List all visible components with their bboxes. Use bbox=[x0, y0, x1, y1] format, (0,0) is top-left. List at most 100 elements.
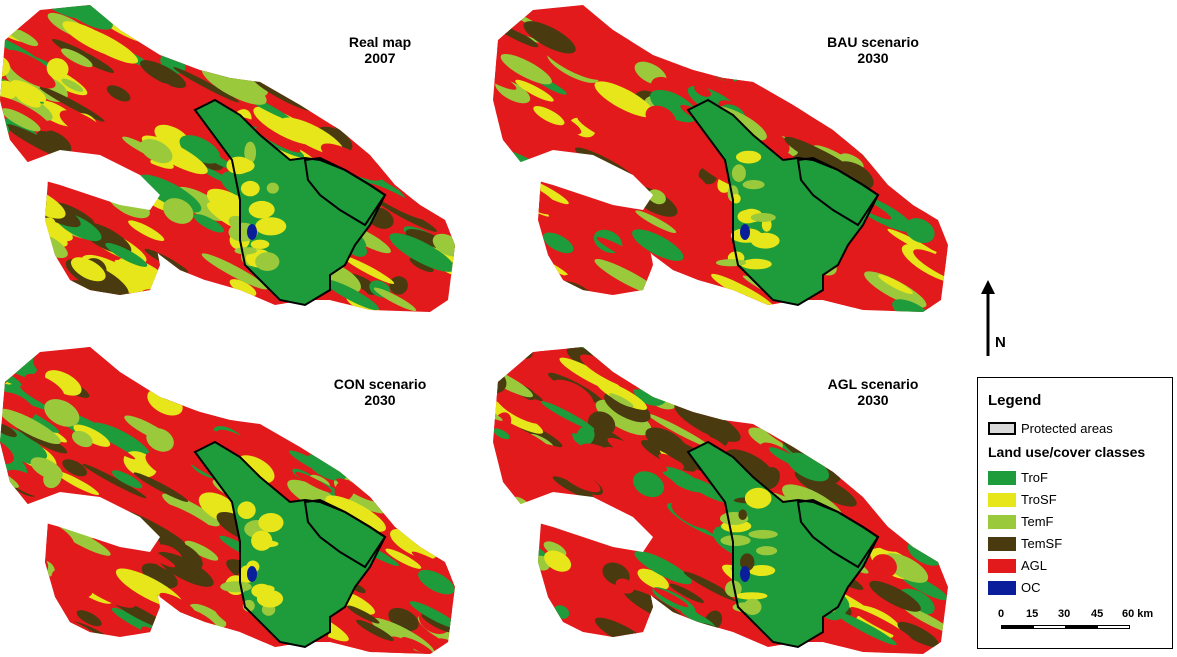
land-cover-patch bbox=[672, 298, 724, 312]
scale-tick: 60 km bbox=[1122, 608, 1154, 620]
land-cover-patch bbox=[357, 636, 379, 653]
land-cover-patch bbox=[562, 262, 595, 283]
land-cover-patch bbox=[162, 493, 220, 527]
no-data-area bbox=[20, 150, 160, 210]
land-cover-patch bbox=[493, 513, 510, 540]
land-cover-patch bbox=[71, 430, 93, 448]
land-cover-patch bbox=[219, 380, 273, 413]
land-cover-patch bbox=[398, 112, 455, 152]
no-data-area bbox=[513, 492, 653, 552]
land-cover-patch bbox=[663, 528, 715, 563]
land-cover-patch bbox=[245, 5, 281, 20]
land-cover-patch bbox=[653, 587, 689, 608]
land-cover-patch bbox=[765, 8, 796, 33]
land-cover-patch bbox=[934, 436, 948, 455]
land-cover-patch bbox=[651, 285, 678, 304]
land-cover-patch bbox=[422, 438, 455, 459]
land-cover-patch bbox=[400, 457, 434, 484]
land-cover-patch bbox=[175, 5, 213, 26]
land-cover-patch bbox=[865, 485, 898, 504]
land-cover-patch bbox=[791, 347, 850, 358]
land-cover-patch bbox=[363, 109, 382, 131]
water-body bbox=[247, 224, 257, 240]
land-cover-patch bbox=[692, 232, 735, 258]
land-cover-patch bbox=[165, 18, 203, 41]
land-cover-patch bbox=[493, 288, 551, 312]
protected-area-patch bbox=[251, 530, 273, 551]
no-data-area bbox=[513, 150, 653, 210]
land-cover-patch bbox=[314, 430, 336, 453]
land-cover-patch bbox=[565, 451, 627, 488]
protected-area-boundary bbox=[193, 98, 387, 307]
land-cover-patch bbox=[500, 53, 552, 85]
land-cover-patch bbox=[0, 347, 19, 352]
land-cover-patch bbox=[112, 347, 155, 362]
land-cover-patch bbox=[634, 550, 692, 585]
land-cover-patch bbox=[36, 299, 56, 312]
land-cover-patch bbox=[615, 578, 635, 594]
legend-swatch bbox=[988, 559, 1016, 573]
protected-area-patch bbox=[740, 258, 772, 270]
land-cover-patch bbox=[745, 357, 793, 384]
land-cover-patch bbox=[756, 5, 813, 23]
land-cover-patch bbox=[156, 82, 175, 98]
land-cover-patch bbox=[9, 59, 56, 89]
land-cover-patch bbox=[576, 20, 611, 41]
land-cover-patch bbox=[544, 550, 572, 572]
land-cover-patch bbox=[607, 437, 668, 472]
land-cover-patch bbox=[0, 561, 18, 587]
land-cover-patch bbox=[897, 621, 939, 647]
land-cover-patch bbox=[609, 393, 634, 408]
land-cover-patch bbox=[683, 571, 741, 603]
land-cover-patch bbox=[0, 236, 14, 251]
scale-segment bbox=[1097, 625, 1130, 629]
land-cover-patch bbox=[552, 476, 595, 500]
land-cover-patch bbox=[750, 448, 774, 464]
land-cover-patch bbox=[421, 430, 455, 471]
protected-area-patch bbox=[748, 565, 776, 576]
land-cover-patch bbox=[495, 423, 557, 460]
land-cover-patch bbox=[215, 607, 274, 642]
land-cover-patch bbox=[509, 623, 567, 654]
land-cover-patch bbox=[493, 291, 523, 312]
land-cover-patch bbox=[0, 264, 17, 287]
land-cover-patch bbox=[719, 5, 756, 29]
land-cover-patch bbox=[847, 87, 899, 119]
land-cover-patch bbox=[0, 584, 55, 616]
protected-area-fill bbox=[688, 442, 878, 647]
land-cover-patch bbox=[620, 603, 640, 616]
land-cover-patch bbox=[658, 453, 685, 470]
land-cover-patch bbox=[866, 225, 905, 254]
land-cover-patch bbox=[865, 134, 896, 153]
protected-area-fill bbox=[688, 100, 878, 305]
scale-segment bbox=[1065, 625, 1098, 629]
land-cover-patch bbox=[5, 124, 71, 161]
land-cover-patch bbox=[493, 604, 515, 639]
land-cover-patch bbox=[62, 21, 124, 58]
land-cover-patch bbox=[420, 473, 455, 510]
land-cover-patch bbox=[414, 456, 455, 487]
land-cover-patch bbox=[257, 370, 281, 388]
panel-title: BAU scenario 2030 bbox=[827, 34, 919, 66]
land-cover-patch bbox=[737, 61, 763, 79]
land-cover-patch bbox=[691, 629, 722, 654]
land-cover-patch bbox=[493, 398, 544, 434]
land-cover-patch bbox=[893, 150, 948, 187]
land-cover-patch bbox=[0, 408, 61, 445]
land-cover-patch bbox=[850, 606, 913, 641]
north-label: N bbox=[995, 334, 1006, 351]
legend-label: AGL bbox=[1021, 558, 1048, 573]
land-cover-patch bbox=[401, 80, 452, 113]
land-cover-patch bbox=[156, 502, 219, 537]
land-cover-patch bbox=[632, 471, 665, 498]
land-cover-patch bbox=[871, 554, 897, 578]
land-cover-patch bbox=[345, 347, 396, 357]
land-cover-patch bbox=[55, 470, 100, 496]
land-cover-patch bbox=[423, 100, 455, 134]
land-cover-patch bbox=[294, 68, 325, 87]
land-cover-patch bbox=[709, 348, 743, 373]
land-cover-patch bbox=[620, 254, 656, 276]
land-cover-patch bbox=[392, 496, 426, 521]
land-cover-patch bbox=[493, 284, 531, 312]
land-cover-patch bbox=[371, 14, 390, 27]
